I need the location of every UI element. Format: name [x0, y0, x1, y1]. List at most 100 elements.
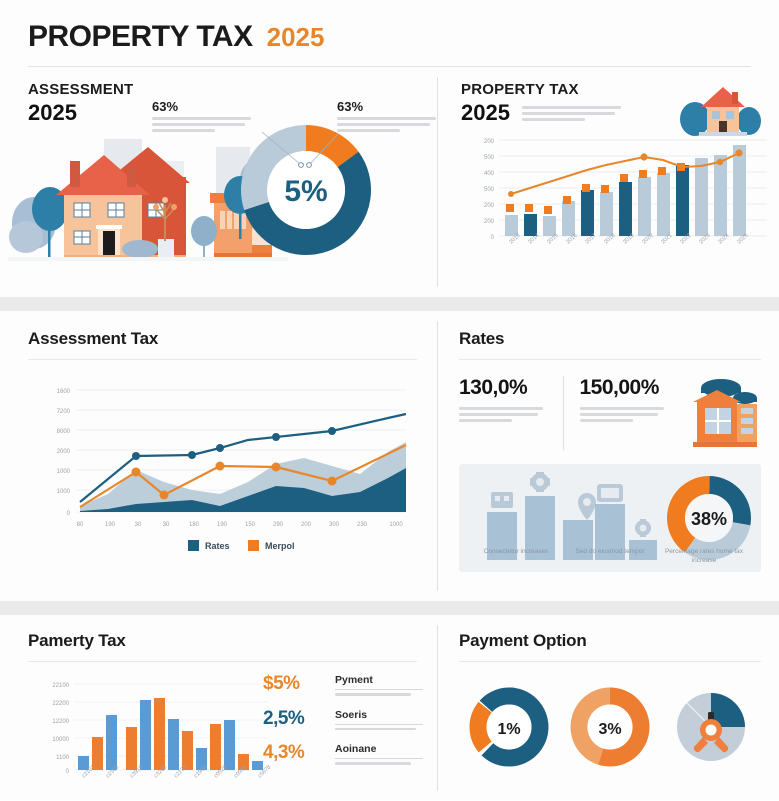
svg-text:Merpol: Merpol — [265, 541, 295, 551]
magnifier-gear-icon — [693, 712, 728, 753]
pamerty-mini-stats: $5% Pyment 2,5% Soeris 4 — [263, 673, 423, 777]
callout-right: 63% — [337, 99, 445, 135]
rates-caption-2: Sed do eiusmod tempor — [575, 547, 645, 555]
svg-text:0: 0 — [67, 511, 71, 517]
svg-text:150: 150 — [245, 522, 256, 528]
row-payment: Pamerty Tax 22100 22200 12200 10000 1100 0 — [0, 615, 779, 801]
header-divider — [28, 66, 751, 67]
page-header: PROPERTY TAX 2025 — [0, 0, 779, 67]
svg-text:Rates: Rates — [205, 541, 230, 551]
rates-tile: 38% Consectetur increases Sed do eiusmod… — [459, 464, 761, 572]
pamerty-tax-bar-chart: 22100 22200 12200 10000 1100 0 — [52, 683, 272, 779]
payment-pie-3 — [676, 693, 745, 761]
property-tax-blurb — [521, 98, 630, 124]
svg-text:12200: 12200 — [52, 719, 69, 725]
page-title-year: 2025 — [266, 22, 325, 52]
building-icon — [693, 379, 757, 447]
rates-stat-1-value: 130,0% — [459, 376, 528, 399]
callout-right-value: 63% — [337, 99, 364, 114]
mini-stat-3-label: Aoinane — [335, 743, 377, 755]
panel-assessment: ASSESSMENT 2025 — [0, 67, 437, 297]
svg-text:30: 30 — [135, 522, 142, 528]
svg-text:c1902: c1902 — [193, 764, 208, 779]
mini-stat-1-value: $5% — [263, 673, 300, 694]
assessment-tax-divider — [28, 359, 417, 360]
mini-stat-2-label: Soeris — [335, 708, 368, 721]
rates-stats: 130,0% 150,00% — [459, 376, 761, 450]
panel-rates: Rates 130,0% 150,00% — [437, 311, 779, 601]
rates-caption-1: Consectetur increases — [483, 547, 549, 555]
mini-stat-3-value: 4,3% — [263, 742, 305, 763]
row-separator-1 — [0, 297, 779, 311]
mini-stat-1: $5% Pyment — [263, 673, 423, 699]
svg-text:0: 0 — [66, 769, 70, 775]
mini-stat-1-label: Pyment — [335, 674, 373, 686]
svg-text:500: 500 — [484, 155, 495, 161]
pamerty-tax-divider — [28, 661, 417, 662]
rates-donut-center: 38% — [691, 509, 727, 529]
rates-stat-1-blurb — [459, 407, 551, 422]
svg-text:7200: 7200 — [57, 409, 71, 415]
row-assessment-rates: Assessment Tax 1600 7200 8000 2000 1000 1000… — [0, 311, 779, 601]
assessment-tax-legend: Rates Merpol — [188, 540, 295, 551]
payment-donut-1-center: 1% — [498, 721, 521, 738]
svg-text:22100: 22100 — [52, 683, 69, 689]
page-title: PROPERTY TAX — [28, 20, 253, 53]
house-icon — [680, 87, 761, 136]
mini-stat-3: 4,3% Aoinane — [263, 742, 423, 768]
svg-text:c0990: c0990 — [233, 764, 248, 779]
rates-stat-2-value: 150,00% — [579, 376, 660, 399]
callout-left-value: 63% — [152, 99, 179, 114]
rates-tile-captions: Consectetur increases Sed do eiusmod tem… — [469, 547, 751, 567]
assessment-tax-title: Assessment Tax — [28, 329, 159, 348]
row-assessment-overview: ASSESSMENT 2025 — [0, 67, 779, 297]
svg-text:200: 200 — [484, 139, 495, 145]
svg-text:1000: 1000 — [389, 522, 403, 528]
rates-caption-3: Percentage rates home tax increase — [664, 547, 744, 565]
svg-text:1100: 1100 — [56, 755, 70, 761]
svg-text:1000: 1000 — [57, 469, 71, 475]
panel-pamerty-tax: Pamerty Tax 22100 22200 12200 10000 1100 0 — [0, 615, 437, 801]
mini-stat-2: 2,5% Soeris — [263, 708, 423, 734]
svg-text:0: 0 — [491, 235, 495, 241]
svg-text:10000: 10000 — [52, 737, 69, 743]
svg-text:2000: 2000 — [57, 449, 71, 455]
payment-donut-1: 1% — [469, 687, 549, 767]
callout-right-blurb — [337, 117, 445, 132]
payment-option-donuts: 1% 3% — [459, 684, 761, 770]
payment-option-title: Payment Option — [459, 631, 587, 650]
mini-stat-2-value: 2,5% — [263, 707, 305, 729]
payment-option-divider — [459, 661, 761, 662]
svg-text:200: 200 — [301, 522, 312, 528]
callout-left: 63% — [152, 99, 260, 135]
pamerty-tax-title: Pamerty Tax — [28, 631, 126, 650]
svg-text:200: 200 — [484, 203, 495, 209]
rates-divider — [459, 359, 761, 360]
payment-donut-2: 3% — [570, 687, 650, 767]
payment-donut-2-center: 3% — [598, 721, 621, 738]
svg-text:400: 400 — [484, 171, 495, 177]
panel-property-tax-top: PROPERTY TAX 2025 — [437, 67, 779, 297]
svg-text:190: 190 — [105, 522, 116, 528]
svg-text:30: 30 — [163, 522, 170, 528]
rates-stat-1: 130,0% — [459, 376, 563, 450]
property-tax-combo-chart: 200 500 400 500 200 200 0 — [484, 139, 767, 245]
callout-left-blurb — [152, 117, 260, 132]
panel-assessment-tax: Assessment Tax 1600 7200 8000 2000 1000 1000… — [0, 311, 437, 601]
row-separator-2 — [0, 601, 779, 615]
svg-text:500: 500 — [484, 187, 495, 193]
property-tax-year: 2025 — [461, 100, 510, 125]
svg-text:80: 80 — [77, 522, 84, 528]
assessment-heading: ASSESSMENT — [28, 81, 134, 98]
svg-text:190: 190 — [217, 522, 228, 528]
svg-text:22200: 22200 — [52, 701, 69, 707]
svg-text:200: 200 — [484, 219, 495, 225]
rates-tile-chart: 38% — [487, 472, 751, 560]
assessment-donut-chart: 5% — [231, 115, 381, 265]
rates-stat-2-blurb — [579, 407, 672, 422]
assessment-donut-center: 5% — [284, 175, 327, 208]
panel-payment-option: Payment Option 1% 3% — [437, 615, 779, 801]
assessment-tax-area-chart: 1600 7200 8000 2000 1000 1000 0 — [57, 389, 407, 551]
svg-text:290: 290 — [273, 522, 284, 528]
